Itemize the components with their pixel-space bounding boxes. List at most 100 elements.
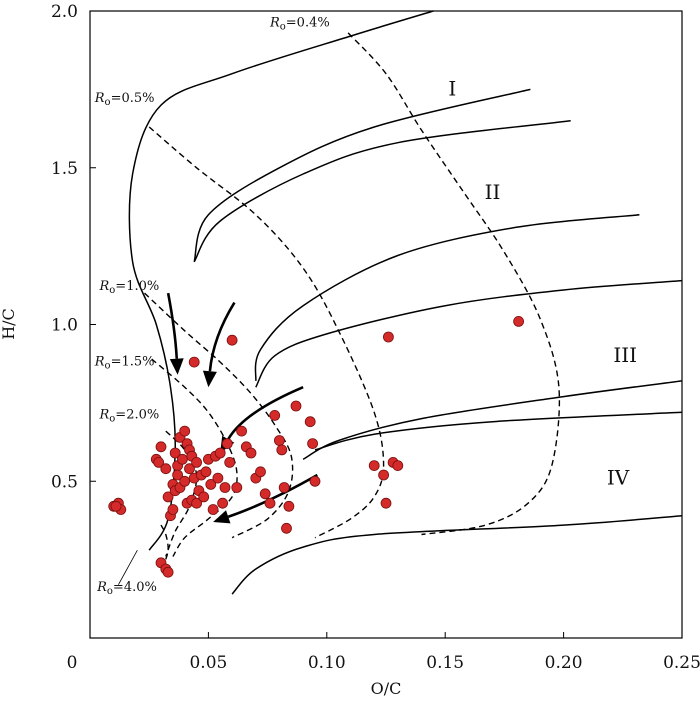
x-tick-label: 0.05 bbox=[189, 653, 227, 673]
trend-arrow-head bbox=[169, 358, 184, 375]
data-point bbox=[169, 447, 181, 459]
x-tick-label: 0.20 bbox=[545, 653, 583, 673]
data-point bbox=[184, 463, 195, 475]
ro-label: Ro=0.5% bbox=[94, 91, 155, 108]
ro-label: Ro=1.0% bbox=[98, 279, 159, 296]
y-tick-label: 1.5 bbox=[51, 159, 78, 179]
data-point bbox=[290, 400, 302, 412]
data-point bbox=[207, 504, 219, 515]
trend-arrow-shaft bbox=[227, 386, 304, 440]
data-point bbox=[309, 475, 321, 487]
data-point bbox=[264, 497, 276, 509]
trend-arrow-head bbox=[202, 370, 217, 388]
kerogen-zone-label: I bbox=[448, 77, 456, 101]
data-point bbox=[110, 500, 122, 512]
data-point bbox=[172, 469, 184, 481]
maturity-lines bbox=[144, 32, 561, 567]
data-point bbox=[217, 497, 229, 509]
data-point bbox=[224, 456, 236, 468]
data-point bbox=[283, 500, 295, 512]
data-point bbox=[191, 497, 203, 509]
data-point bbox=[188, 356, 200, 368]
data-point bbox=[378, 469, 390, 481]
ro-0.5-line bbox=[148, 126, 385, 539]
data-point bbox=[162, 566, 174, 578]
kerogen-zone-label: III bbox=[613, 343, 637, 367]
data-point bbox=[200, 466, 212, 478]
y-tick-label: 2.0 bbox=[51, 2, 78, 22]
type-II-lower-curve bbox=[193, 119, 571, 263]
y-tick-label: 1.0 bbox=[51, 316, 78, 336]
type-III-upper-curve bbox=[255, 279, 683, 388]
data-point bbox=[191, 456, 203, 468]
plot-frame bbox=[89, 10, 683, 639]
data-point bbox=[380, 497, 392, 509]
type-II-upper-curve bbox=[193, 88, 531, 263]
data-point bbox=[368, 460, 380, 472]
ro-4-leader-line bbox=[118, 550, 138, 585]
data-point bbox=[259, 488, 271, 500]
ro-1.0-line bbox=[144, 292, 294, 539]
data-point bbox=[162, 491, 174, 503]
data-point bbox=[513, 315, 524, 327]
data-point bbox=[214, 447, 226, 459]
data-point bbox=[176, 453, 188, 465]
trend-arrow-shaft bbox=[227, 473, 318, 519]
ro-4.0-line bbox=[160, 524, 169, 567]
x-tick-label: 0.15 bbox=[426, 653, 464, 673]
data-point bbox=[273, 435, 285, 446]
x-tick-label: 0 bbox=[67, 653, 78, 673]
type-IV-lower-curve bbox=[231, 514, 683, 595]
data-point bbox=[219, 482, 231, 493]
data-point bbox=[307, 438, 319, 450]
type-I-curve bbox=[128, 10, 434, 551]
data-point bbox=[276, 444, 288, 456]
data-point bbox=[155, 441, 167, 453]
x-axis-label: O/C bbox=[371, 679, 402, 698]
data-point bbox=[304, 416, 316, 428]
ro-label: Ro=2.0% bbox=[98, 408, 159, 425]
ro-0.4-line bbox=[347, 32, 561, 536]
data-point bbox=[245, 447, 257, 459]
trend-arrow-head bbox=[213, 510, 231, 524]
data-point bbox=[231, 482, 243, 493]
x-axis-ticks: 0 0.05 0.10 0.15 0.20 0.25 bbox=[67, 632, 700, 673]
data-point bbox=[179, 475, 191, 487]
y-axis-ticks: 0.5 1.0 1.5 2.0 bbox=[51, 2, 96, 492]
x-tick-label: 0.25 bbox=[663, 653, 700, 673]
data-point bbox=[160, 463, 172, 475]
type-II-III-curve bbox=[254, 214, 640, 381]
evolution-curves bbox=[128, 10, 683, 595]
data-point bbox=[153, 456, 165, 468]
data-point bbox=[392, 460, 404, 472]
data-point bbox=[226, 334, 238, 346]
data-points bbox=[108, 315, 524, 578]
data-point bbox=[269, 409, 281, 421]
y-tick-label: 0.5 bbox=[51, 472, 78, 492]
kerogen-zone-label: II bbox=[485, 180, 501, 204]
data-point bbox=[255, 466, 266, 478]
ro-label: Ro=4.0% bbox=[96, 580, 157, 597]
data-point bbox=[278, 482, 290, 493]
ro-label: Ro=1.5% bbox=[94, 354, 155, 371]
trend-arrow-shaft bbox=[208, 301, 236, 372]
x-tick-label: 0.10 bbox=[308, 653, 346, 673]
ro-labels: Ro=0.4% Ro=0.5% Ro=1.0% Ro=1.5% Ro=2.0% Ro=4.… bbox=[94, 16, 330, 597]
type-III-lower-curve bbox=[302, 380, 683, 460]
data-point bbox=[167, 504, 179, 515]
y-axis-label: H/C bbox=[0, 308, 18, 340]
ro-label: Ro=0.4% bbox=[269, 16, 330, 33]
data-point bbox=[179, 425, 191, 437]
data-point bbox=[198, 491, 210, 503]
data-point bbox=[236, 425, 248, 437]
ro-1.5-line bbox=[151, 358, 238, 557]
data-point bbox=[212, 472, 224, 484]
data-point bbox=[281, 522, 292, 534]
data-point bbox=[221, 438, 233, 450]
kerogen-zone-label: IV bbox=[607, 465, 630, 489]
type-IV-upper-curve bbox=[314, 411, 683, 451]
data-point bbox=[382, 331, 394, 343]
data-point bbox=[205, 478, 217, 490]
